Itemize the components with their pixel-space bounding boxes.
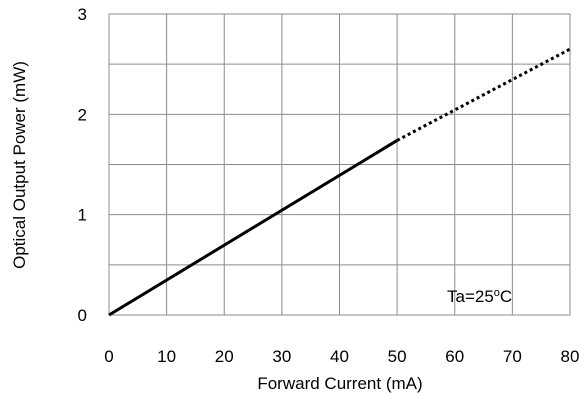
grid bbox=[109, 14, 570, 315]
x-tick-label: 70 bbox=[503, 347, 522, 366]
annotation-suffix: C bbox=[500, 287, 512, 306]
temperature-annotation: Ta=25oC bbox=[447, 287, 512, 306]
x-axis-ticks: 0 10 20 30 40 50 60 70 80 bbox=[104, 347, 579, 366]
annotation-prefix: Ta=25 bbox=[447, 287, 494, 306]
x-tick-label: 20 bbox=[215, 347, 234, 366]
x-tick-label: 80 bbox=[561, 347, 580, 366]
x-tick-label: 10 bbox=[157, 347, 176, 366]
x-tick-label: 50 bbox=[388, 347, 407, 366]
x-tick-label: 0 bbox=[104, 347, 113, 366]
x-tick-label: 30 bbox=[272, 347, 291, 366]
y-tick-label: 3 bbox=[78, 5, 87, 24]
annotation-superscript: o bbox=[494, 287, 500, 299]
y-axis-ticks: 0 1 2 3 bbox=[78, 5, 87, 325]
y-tick-label: 1 bbox=[78, 206, 87, 225]
x-tick-label: 40 bbox=[330, 347, 349, 366]
y-tick-label: 0 bbox=[78, 306, 87, 325]
x-axis-label: Forward Current (mA) bbox=[257, 374, 422, 393]
y-axis-label: Optical Output Power (mW) bbox=[10, 61, 29, 269]
series-group bbox=[108, 47, 571, 317]
x-tick-label: 60 bbox=[445, 347, 464, 366]
series-line-extrapolated bbox=[396, 47, 571, 142]
series-line-measured bbox=[108, 139, 398, 317]
y-tick-label: 2 bbox=[78, 105, 87, 124]
